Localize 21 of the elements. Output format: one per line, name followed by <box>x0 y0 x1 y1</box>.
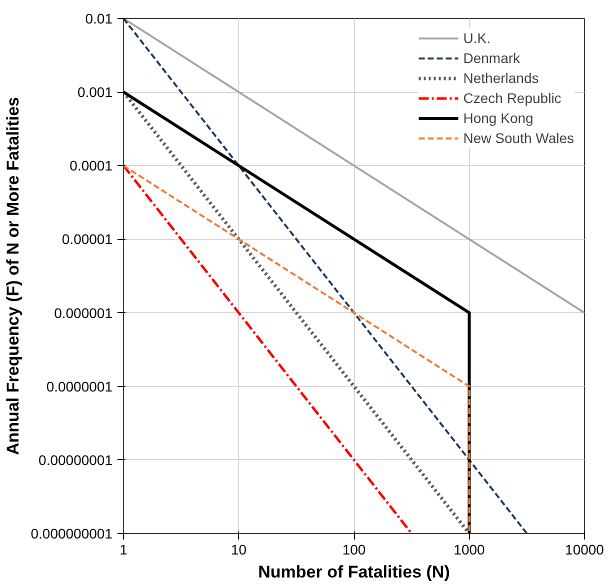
y-tick-label: 0.000001 <box>54 304 113 321</box>
y-tick-label: 0.01 <box>85 10 113 26</box>
y-tick-label: 0.0001 <box>70 158 113 174</box>
y-tick-label: 0.001 <box>77 84 113 100</box>
y-tick-label: 0.00000001 <box>38 452 113 468</box>
legend-label: Czech Republic <box>463 89 562 107</box>
y-tick-label: 0.000000001 <box>30 526 113 542</box>
legend-label: Denmark <box>463 49 520 67</box>
x-tick-label: 100 <box>342 542 366 558</box>
y-axis-title: Annual Frequency (F) of N or More Fatalities <box>4 97 23 455</box>
x-tick-label: 10 <box>230 542 247 558</box>
x-tick-label: 1 <box>120 542 128 558</box>
x-tick-label: 10000 <box>565 542 604 558</box>
legend-label: U.K. <box>463 29 490 47</box>
legend-label: Hong Kong <box>463 109 534 127</box>
x-tick-label: 1000 <box>454 542 486 558</box>
y-tick-label: 0.0000001 <box>46 378 113 394</box>
legend-label: Netherlands <box>463 69 539 87</box>
legend-label: New South Wales <box>463 129 574 147</box>
x-axis-title: Number of Fatalities (N) <box>258 562 450 582</box>
y-tick-label: 0.00001 <box>62 231 113 248</box>
